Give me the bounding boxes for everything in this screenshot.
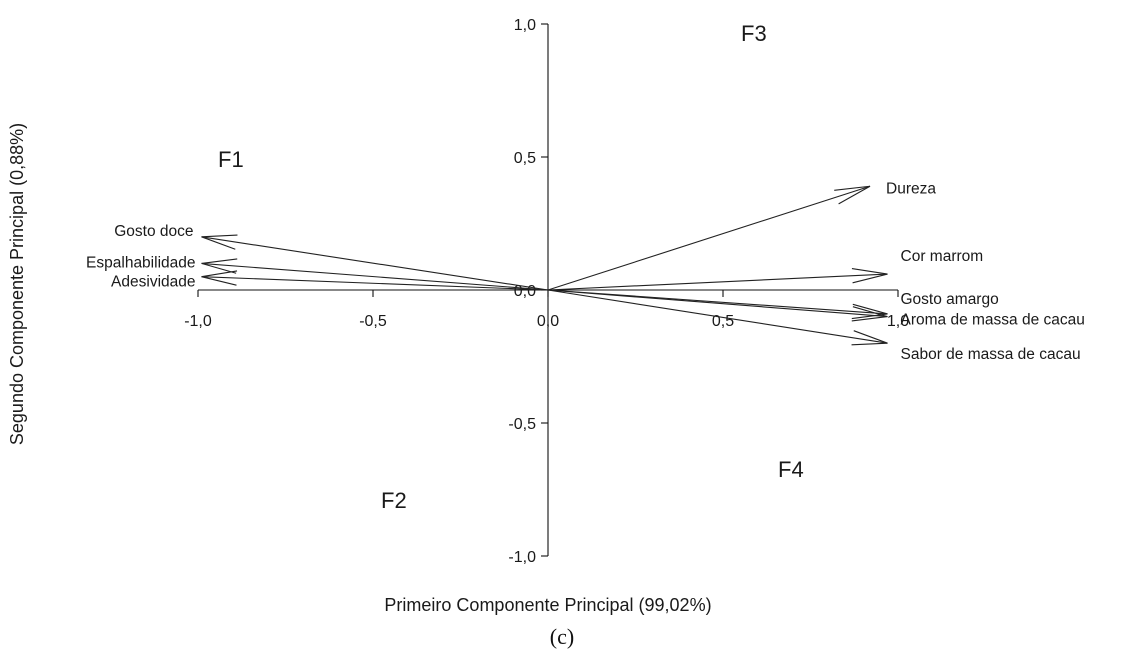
vector-arrowhead <box>201 234 238 250</box>
vector-arrowhead <box>201 258 238 274</box>
y-tick-label: 1,0 <box>514 17 536 34</box>
y-axis-title: Segundo Componente Principal (0,88%) <box>7 123 27 445</box>
vector-label: Cor marrom <box>901 248 984 265</box>
loading-vectors <box>201 185 888 346</box>
x-tick-label: -0,5 <box>359 313 387 330</box>
vector-line <box>201 236 549 291</box>
y-tick-label: -0,5 <box>508 416 536 433</box>
vector-label: Sabor de massa de cacau <box>901 346 1081 363</box>
vector-arrowhead <box>851 330 888 346</box>
vector-labels: Gosto doce Espalhabilidade Adesividade Dure… <box>86 180 1085 363</box>
vector-arrowhead <box>851 303 888 320</box>
axes: -1,0 -0,5 0,0 0,5 1,0-1,0-0,50,00,51,0 <box>184 17 909 566</box>
vector-label: Adesividade <box>111 274 195 291</box>
vector-arrowhead <box>201 270 238 286</box>
x-tick-label: -1,0 <box>184 313 212 330</box>
quadrant-label-f2: F2 <box>381 488 407 513</box>
vector-line <box>547 273 888 291</box>
vector-line <box>201 276 549 291</box>
vector-arrowhead <box>834 185 871 205</box>
vector-line <box>547 289 888 318</box>
x-axis-title: Primeiro Componente Principal (99,02%) <box>384 595 711 615</box>
vector-line <box>547 289 888 344</box>
quadrant-label-f3: F3 <box>741 21 767 46</box>
vector-label: Gosto amargo <box>901 291 999 308</box>
figure-caption: (c) <box>550 624 574 649</box>
vector-label: Aroma de massa de cacau <box>901 312 1085 329</box>
x-tick-label: 0,5 <box>712 313 734 330</box>
quadrant-label-f1: F1 <box>218 147 244 172</box>
y-tick-label: -1,0 <box>508 549 536 566</box>
vector-arrowhead <box>851 306 888 322</box>
vector-line <box>201 262 549 291</box>
quadrant-label-f4: F4 <box>778 457 804 482</box>
vector-line <box>547 185 871 291</box>
vector-label: Gosto doce <box>114 223 193 240</box>
vector-label: Dureza <box>886 180 936 197</box>
vector-arrowhead <box>851 268 888 284</box>
x-tick-label: 1,0 <box>887 313 909 330</box>
x-tick-label: 0,0 <box>537 313 559 330</box>
vector-label: Espalhabilidade <box>86 254 195 271</box>
y-tick-label: 0,5 <box>514 150 536 167</box>
